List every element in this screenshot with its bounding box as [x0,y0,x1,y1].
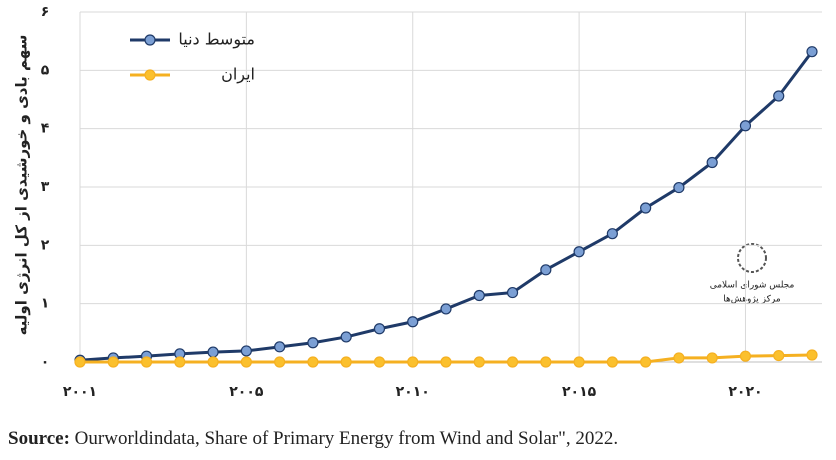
point [140,356,153,368]
point [739,120,752,132]
x-tick-label: ۲۰۰۵ [229,384,264,400]
point [274,341,286,353]
point [473,289,485,302]
point [407,356,419,368]
point [606,356,618,368]
x-tick-label: ۲۰۲۰ [728,384,762,400]
x-tick-label: ۲۰۰۱ [63,384,97,400]
x-tick-label: ۲۰۱۰ [396,384,430,400]
point [506,356,519,368]
point [274,356,286,368]
point [107,356,119,368]
source: Source: Ourworldindata, Share of Primary… [8,428,618,449]
y-tick-label: ۱ [41,296,50,312]
source-label: Source: [8,428,70,449]
point [207,346,219,358]
point [706,352,718,364]
point [473,356,485,368]
y-tick-label: ۴ [41,121,50,137]
point [806,46,818,58]
point [307,337,319,349]
y-tick-label: ۳ [41,179,50,195]
x-tick-label: ۲۰۱۵ [562,384,597,400]
point [573,246,585,258]
logo-line: مجلس شورای اسلامی [710,281,795,291]
point [373,323,386,335]
point [540,264,552,276]
y-tick-label: ۵ [41,62,50,78]
point [440,356,452,368]
point [706,156,718,169]
y-axis-label: سهم بادی و خورشیدی از کل انرژی اولیه [13,35,31,336]
point [640,356,652,368]
point [673,352,685,364]
logo-icon [737,243,767,273]
logo-line: مرکز پژوهش‌ها [723,295,781,305]
point [340,331,352,343]
point [606,228,618,240]
point [174,356,186,368]
point [240,356,252,368]
point [739,350,752,362]
point [673,181,685,194]
point [440,303,452,315]
point [573,356,585,368]
source-text: Ourworldindata, Share of Primary Energy … [70,428,618,449]
point [373,356,386,368]
point [74,356,86,368]
y-tick-label: ۲ [41,237,50,253]
legend-marker [144,69,156,81]
point [207,356,219,368]
point [340,356,352,368]
point [773,90,785,102]
point [240,345,252,357]
point [307,356,319,368]
point [540,356,552,368]
y-tick-label: ۰ [41,354,50,370]
legend-label: متوسط دنیا [178,30,255,50]
point [773,349,785,362]
point [407,316,419,328]
point [640,202,652,214]
legend-marker [144,34,156,46]
y-tick-label: ۶ [41,4,50,20]
legend-label: ایران [221,65,255,85]
point [506,286,519,299]
point [806,349,818,361]
